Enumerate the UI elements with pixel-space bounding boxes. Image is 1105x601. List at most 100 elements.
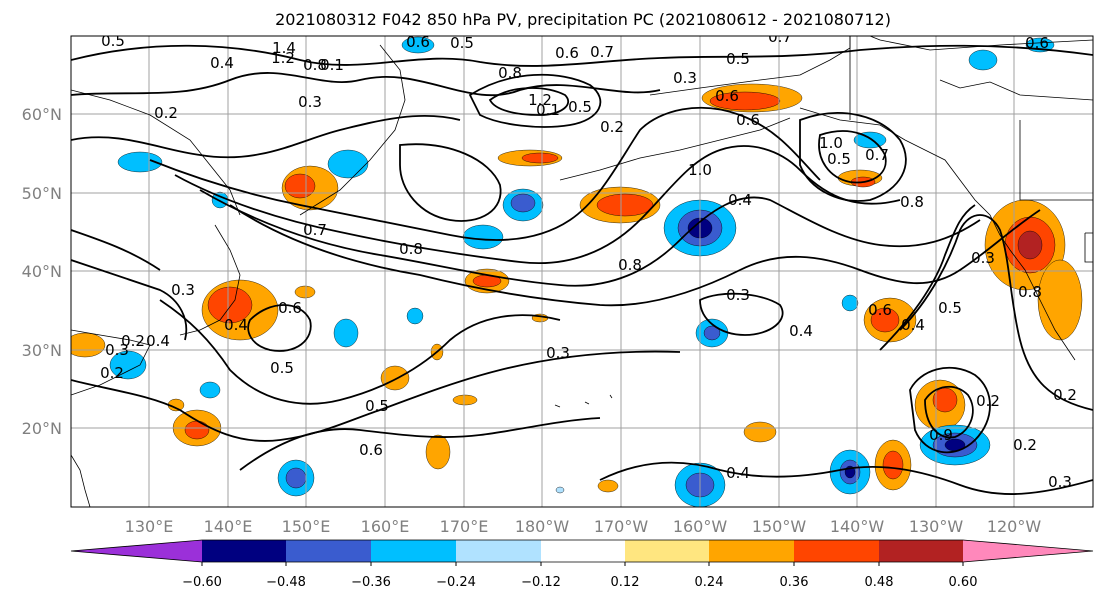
colorbar-extend-max xyxy=(963,540,1093,562)
precip-positive-area xyxy=(521,152,559,164)
precip-positive-area xyxy=(284,173,316,199)
colorbar-bin xyxy=(456,540,541,562)
colorbar-tick-label: −0.36 xyxy=(351,575,391,590)
contour-label: 0.2 xyxy=(100,364,124,382)
precip-negative-area xyxy=(401,36,435,54)
precip-negative-area xyxy=(968,49,998,71)
precip-positive-area xyxy=(1017,230,1043,260)
contour-label: 0.4 xyxy=(789,322,813,340)
precip-positive-area xyxy=(207,286,253,324)
contour-label: 0.5 xyxy=(938,299,962,317)
contour-label: 0.6 xyxy=(868,301,892,319)
contour-label: 0.3 xyxy=(673,69,697,87)
contour-label: 0.3 xyxy=(1048,473,1072,491)
contour-label: 0.8 xyxy=(399,240,423,258)
contour-labels: 0.5 1.41.2 0.80.10.40.30.20.6 0.50.81.20.10… xyxy=(100,28,1077,491)
contour-label: 0.5 xyxy=(365,397,389,415)
lon-tick-label: 170°E xyxy=(440,517,489,536)
lat-tick-label: 50°N xyxy=(22,184,62,203)
contour-label: 0.6 xyxy=(736,111,760,129)
precip-positive-area xyxy=(882,450,904,480)
colorbar-bin xyxy=(794,540,879,562)
contour-label: 0.3 xyxy=(971,249,995,267)
precip-negative-area xyxy=(327,149,369,179)
contour-label: 0.4 xyxy=(726,464,750,482)
colorbar-bin xyxy=(625,540,709,562)
contour-label: 0.3 xyxy=(726,286,750,304)
contour-label: 0.2 xyxy=(976,392,1000,410)
precip-negative-area xyxy=(285,467,307,489)
precip-negative-area xyxy=(703,325,721,341)
lon-tick-label: 160°E xyxy=(361,517,410,536)
colorbar-tick-label: −0.12 xyxy=(521,575,561,590)
contour-label: 0.8 xyxy=(1018,283,1042,301)
colorbar-extend-min xyxy=(71,540,202,562)
contour-label: 0.6 xyxy=(359,441,383,459)
longitude-labels: 130°E 140°E 150°E 160°E 170°E 180°W 170°W 160°W… xyxy=(125,517,1042,536)
contour-label: 0.3 xyxy=(171,281,195,299)
colorbar-bin xyxy=(286,540,371,562)
contour-label: 0.5 xyxy=(827,150,851,168)
contour-label: 0.4 xyxy=(901,316,925,334)
lon-tick-label: 130°E xyxy=(125,517,174,536)
contour-label: 0.9 xyxy=(929,426,953,444)
contour-label: 0.1 xyxy=(536,101,560,119)
contour-label: 0.1 xyxy=(320,56,344,74)
colorbar-bin xyxy=(202,540,286,562)
lon-tick-label: 150°W xyxy=(752,517,807,536)
precip-positive-area xyxy=(1037,259,1083,341)
precip-positive-area xyxy=(932,387,958,413)
contour-label: 0.5 xyxy=(270,359,294,377)
precip-positive-area xyxy=(294,285,316,299)
contour-label: 0.3 xyxy=(546,344,570,362)
contour-label: 0.2 xyxy=(1013,436,1037,454)
colorbar-bin xyxy=(541,540,625,562)
precip-positive-area xyxy=(709,91,781,111)
colorbar-bin xyxy=(709,540,794,562)
lon-tick-label: 130°W xyxy=(909,517,964,536)
colorbar-tick-label: −0.48 xyxy=(266,575,306,590)
colorbar-bin xyxy=(879,540,963,562)
map-title: 2021080312 F042 850 hPa PV, precipitatio… xyxy=(275,10,891,29)
contour-label: 0.3 xyxy=(105,341,129,359)
colorbar-tick-label: −0.60 xyxy=(182,575,222,590)
contour-label: 0.6 xyxy=(555,44,579,62)
contour-label: 0.6 xyxy=(278,299,302,317)
map-area: 0.5 1.41.2 0.80.10.40.30.20.6 0.50.81.20.10… xyxy=(71,28,1093,507)
precip-negative-area xyxy=(841,294,859,312)
precip-positive-area xyxy=(425,434,451,470)
colorbar-tick-label: −0.24 xyxy=(436,575,476,590)
contour-label: 0.2 xyxy=(121,332,145,350)
contour-label: 0.4 xyxy=(728,191,752,209)
contour-label: 0.7 xyxy=(768,28,792,46)
contour-label: 0.4 xyxy=(210,54,234,72)
lon-tick-label: 180°W xyxy=(515,517,570,536)
colorbar-bin xyxy=(371,540,456,562)
lon-tick-label: 160°W xyxy=(673,517,728,536)
contour-label: 1.0 xyxy=(819,134,843,152)
lon-tick-label: 140°W xyxy=(830,517,885,536)
lat-tick-label: 60°N xyxy=(22,105,62,124)
contour-label: 0.6 xyxy=(1025,34,1049,52)
contour-label: 0.5 xyxy=(568,98,592,116)
contour-label: 0.8 xyxy=(900,193,924,211)
lon-tick-label: 120°W xyxy=(987,517,1042,536)
latitude-labels: 60°N 50°N 40°N 30°N 20°N xyxy=(22,105,62,438)
contour-label: 0.8 xyxy=(618,256,642,274)
contour-label: 0.2 xyxy=(600,118,624,136)
contour-label: 0.8 xyxy=(303,56,327,74)
lat-tick-label: 30°N xyxy=(22,341,62,360)
precip-positive-area xyxy=(380,365,410,391)
contour-label: 0.2 xyxy=(1053,386,1077,404)
lat-tick-label: 20°N xyxy=(22,419,62,438)
contour-label: 0.4 xyxy=(224,316,248,334)
lon-tick-label: 140°E xyxy=(204,517,253,536)
colorbar-tick-label: 0.60 xyxy=(949,575,978,590)
contour-label: 1.2 xyxy=(271,49,295,67)
colorbar-tick-label: 0.24 xyxy=(695,575,724,590)
contour-label: 0.5 xyxy=(726,50,750,68)
precip-positive-area xyxy=(596,193,654,217)
pv-contours xyxy=(71,44,1093,495)
contour-label: 1.2 xyxy=(528,91,552,109)
